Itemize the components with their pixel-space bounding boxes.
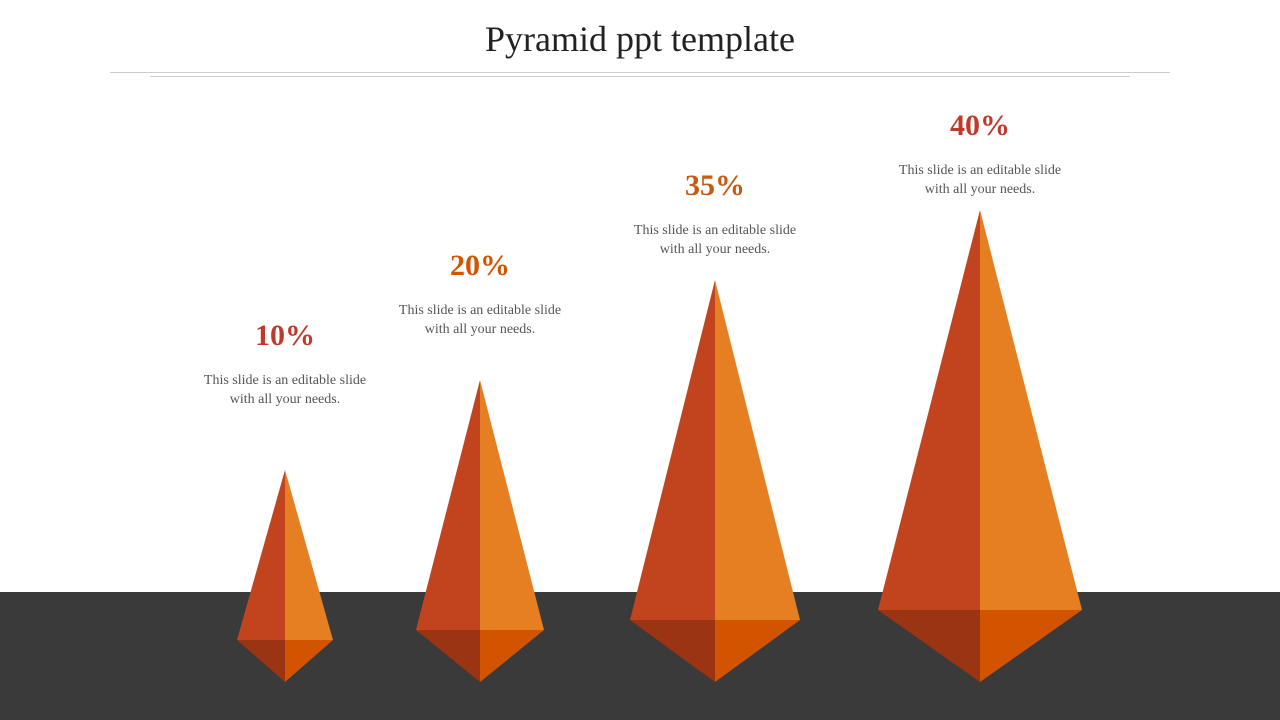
pyramid-percent-label: 40% (880, 109, 1080, 143)
pyramid-percent-label: 10% (185, 319, 385, 353)
pyramid-description: This slide is an editable slide with all… (630, 221, 800, 260)
pyramid-shape (610, 275, 820, 692)
page-title: Pyramid ppt template (0, 0, 1280, 72)
pyramid-shape (396, 375, 564, 692)
pyramid-description: This slide is an editable slide with all… (395, 301, 565, 340)
pyramid-shape (858, 205, 1102, 692)
pyramid-column: 20% This slide is an editable slide with … (360, 100, 600, 720)
pyramid-description: This slide is an editable slide with all… (895, 161, 1065, 200)
pyramid-text-block: 40% This slide is an editable slide with … (880, 109, 1080, 200)
pyramid-percent-label: 35% (615, 169, 815, 203)
divider-inner (150, 76, 1130, 77)
pyramid-column: 40% This slide is an editable slide with … (860, 100, 1100, 720)
pyramid-column: 35% This slide is an editable slide with … (595, 100, 835, 720)
pyramid-text-block: 10% This slide is an editable slide with … (185, 319, 385, 410)
pyramid-percent-label: 20% (380, 249, 580, 283)
pyramid-text-block: 20% This slide is an editable slide with … (380, 249, 580, 340)
pyramid-description: This slide is an editable slide with all… (200, 371, 370, 410)
pyramid-shape (217, 465, 353, 692)
divider-outer (110, 72, 1170, 73)
pyramid-row: 10% This slide is an editable slide with … (0, 100, 1280, 720)
pyramid-text-block: 35% This slide is an editable slide with … (615, 169, 815, 260)
